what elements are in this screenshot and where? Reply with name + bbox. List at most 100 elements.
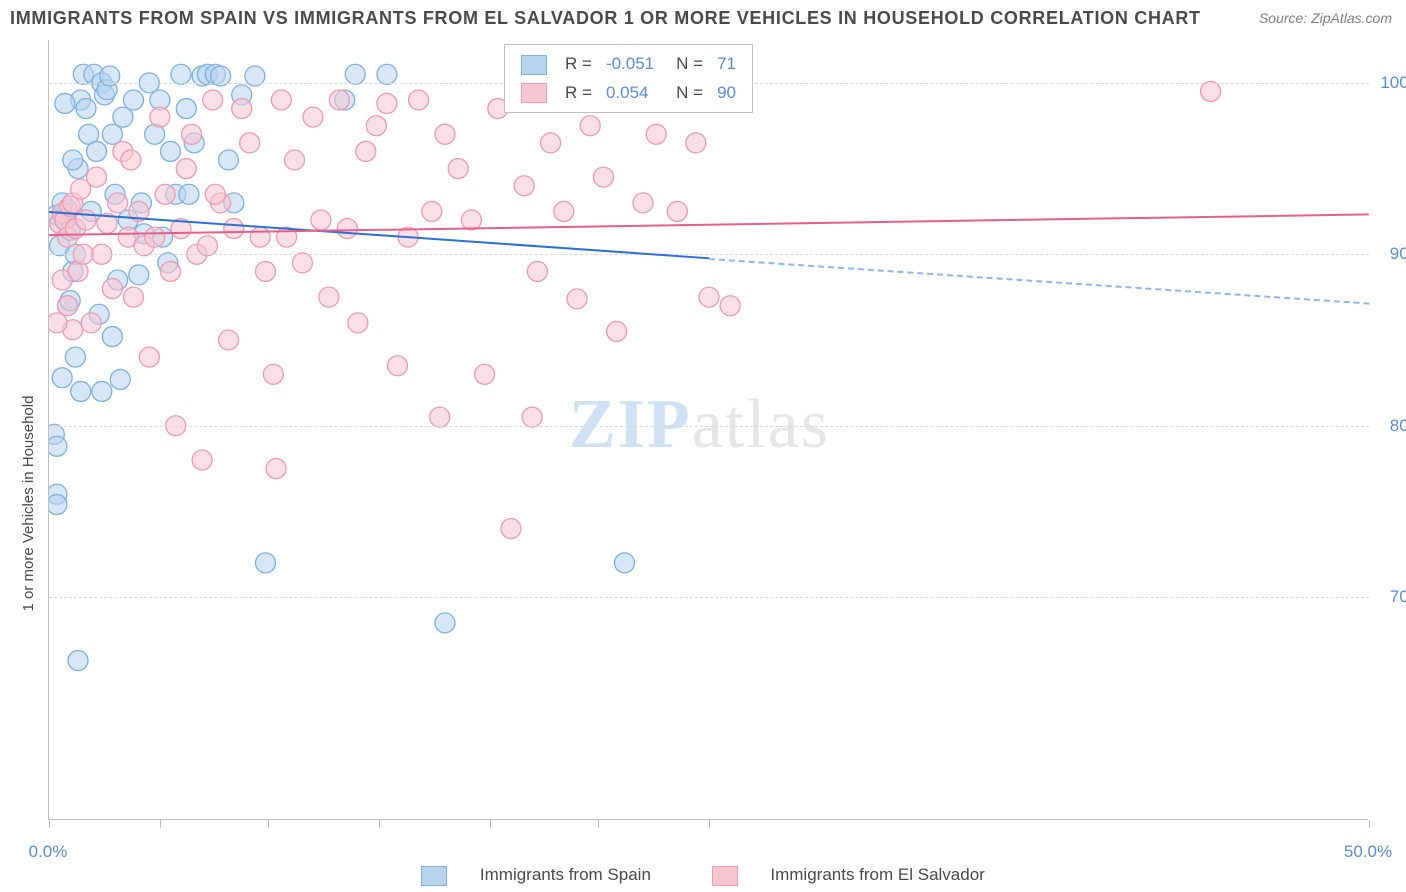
data-point-el_salvador [409, 90, 429, 110]
data-point-el_salvador [1201, 81, 1221, 101]
legend-n-label: N = [662, 80, 709, 107]
data-point-el_salvador [686, 133, 706, 153]
data-point-el_salvador [303, 107, 323, 127]
data-point-el_salvador [366, 116, 386, 136]
data-point-el_salvador [150, 107, 170, 127]
data-point-el_salvador [197, 236, 217, 256]
gridline-h [49, 254, 1369, 255]
chart-title: IMMIGRANTS FROM SPAIN VS IMMIGRANTS FROM… [10, 8, 1201, 29]
data-point-el_salvador [224, 219, 244, 239]
x-tick [379, 820, 380, 828]
data-point-el_salvador [633, 193, 653, 213]
data-point-el_salvador [430, 407, 450, 427]
data-point-spain [377, 64, 397, 84]
legend-table: R =-0.051N =71R =0.054N =90 [513, 49, 744, 108]
data-point-el_salvador [448, 159, 468, 179]
y-tick-label: 90.0% [1378, 244, 1406, 264]
legend-label-el-salvador: Immigrants from El Salvador [770, 865, 984, 884]
data-point-el_salvador [108, 193, 128, 213]
data-point-el_salvador [71, 179, 91, 199]
data-point-el_salvador [720, 296, 740, 316]
y-axis-label: 1 or more Vehicles in Household [20, 396, 37, 612]
data-point-el_salvador [580, 116, 600, 136]
data-point-el_salvador [123, 287, 143, 307]
data-point-el_salvador [49, 313, 67, 333]
data-point-el_salvador [102, 279, 122, 299]
x-tick-label-max: 50.0% [1344, 842, 1392, 862]
x-tick [1369, 820, 1370, 828]
data-point-el_salvador [57, 296, 77, 316]
x-tick [160, 820, 161, 828]
data-point-spain [87, 141, 107, 161]
data-point-spain [49, 495, 67, 515]
data-point-el_salvador [514, 176, 534, 196]
data-point-spain [102, 124, 122, 144]
x-tick [490, 820, 491, 828]
legend-n-value: 90 [711, 80, 742, 107]
source-attribution: Source: ZipAtlas.com [1259, 10, 1392, 26]
data-point-el_salvador [192, 450, 212, 470]
data-point-el_salvador [176, 159, 196, 179]
legend-series: Immigrants from Spain Immigrants from El… [0, 865, 1406, 886]
data-point-el_salvador [522, 407, 542, 427]
y-tick-label: 80.0% [1378, 416, 1406, 436]
data-point-el_salvador [160, 261, 180, 281]
data-point-el_salvador [527, 261, 547, 281]
data-point-el_salvador [319, 287, 339, 307]
legend-n-value: 71 [711, 51, 742, 78]
legend-label-spain: Immigrants from Spain [480, 865, 651, 884]
data-point-spain [129, 265, 149, 285]
x-tick-label-min: 0.0% [29, 842, 68, 862]
data-point-spain [219, 150, 239, 170]
data-point-spain [435, 613, 455, 633]
data-point-spain [52, 368, 72, 388]
data-point-el_salvador [667, 201, 687, 221]
legend-row: R =0.054N =90 [515, 80, 742, 107]
y-tick-label: 100.0% [1378, 73, 1406, 93]
data-point-spain [123, 90, 143, 110]
data-point-spain [49, 436, 67, 456]
data-point-el_salvador [266, 459, 286, 479]
data-point-el_salvador [271, 90, 291, 110]
data-point-el_salvador [155, 184, 175, 204]
data-point-spain [92, 381, 112, 401]
data-point-el_salvador [593, 167, 613, 187]
data-point-el_salvador [205, 184, 225, 204]
data-point-el_salvador [567, 289, 587, 309]
data-point-el_salvador [501, 519, 521, 539]
x-tick [598, 820, 599, 828]
data-point-el_salvador [232, 99, 252, 119]
data-point-spain [176, 99, 196, 119]
data-point-el_salvador [121, 150, 141, 170]
data-point-spain [113, 107, 133, 127]
data-point-el_salvador [255, 261, 275, 281]
data-point-el_salvador [422, 201, 442, 221]
data-point-el_salvador [81, 313, 101, 333]
data-point-spain [110, 369, 130, 389]
data-point-spain [345, 64, 365, 84]
legend-correlation: R =-0.051N =71R =0.054N =90 [504, 44, 753, 113]
data-point-el_salvador [435, 124, 455, 144]
legend-swatch [515, 51, 557, 78]
data-point-el_salvador [292, 253, 312, 273]
data-point-spain [179, 184, 199, 204]
data-point-spain [76, 99, 96, 119]
data-point-el_salvador [387, 356, 407, 376]
data-point-spain [71, 381, 91, 401]
legend-item-el-salvador: Immigrants from El Salvador [698, 865, 999, 884]
legend-r-label: R = [559, 51, 598, 78]
data-point-spain [102, 327, 122, 347]
x-tick [709, 820, 710, 828]
data-point-el_salvador [240, 133, 260, 153]
data-point-el_salvador [475, 364, 495, 384]
data-point-spain [615, 553, 635, 573]
data-point-el_salvador [356, 141, 376, 161]
x-tick [49, 820, 50, 828]
gridline-h [49, 597, 1369, 598]
data-point-spain [68, 651, 88, 671]
scatter-layer [49, 40, 1369, 820]
data-point-el_salvador [182, 124, 202, 144]
data-point-el_salvador [203, 90, 223, 110]
legend-item-spain: Immigrants from Spain [407, 865, 669, 884]
data-point-el_salvador [377, 93, 397, 113]
